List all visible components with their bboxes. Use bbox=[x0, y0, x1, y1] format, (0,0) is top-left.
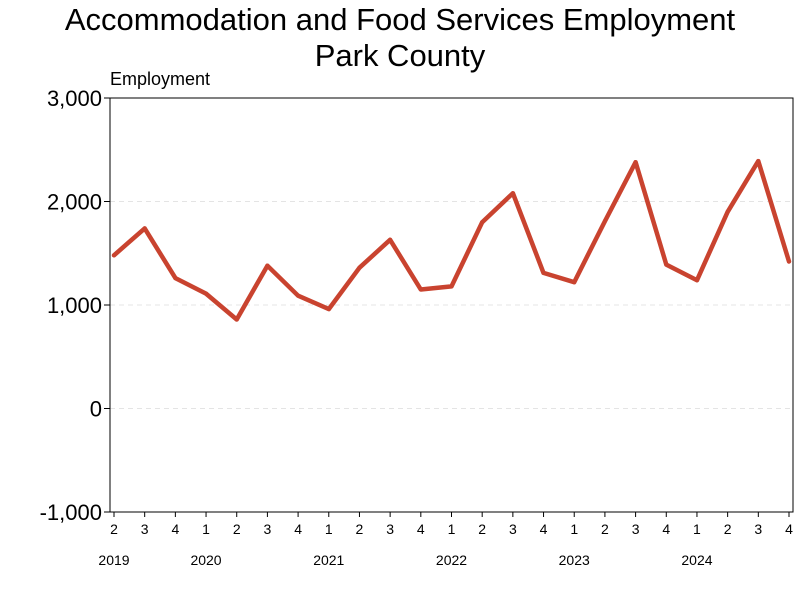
x-tick-label: 1 bbox=[570, 521, 578, 537]
x-tick-label: 1 bbox=[693, 521, 701, 537]
y-axis-label: Employment bbox=[110, 69, 210, 89]
x-tick-label: 4 bbox=[785, 521, 793, 537]
data-point bbox=[664, 262, 669, 267]
data-point bbox=[265, 263, 270, 268]
data-point bbox=[633, 160, 638, 165]
chart-title-block: Accommodation and Food Services Employme… bbox=[0, 2, 800, 74]
x-tick-label: 4 bbox=[171, 521, 179, 537]
x-year-label: 2019 bbox=[98, 552, 129, 568]
data-point bbox=[296, 293, 301, 298]
data-point bbox=[388, 237, 393, 242]
x-tick-label: 2 bbox=[110, 521, 118, 537]
data-point bbox=[541, 270, 546, 275]
data-point bbox=[787, 259, 791, 264]
x-tick-label: 3 bbox=[509, 521, 517, 537]
x-tick-label: 4 bbox=[417, 521, 425, 537]
x-tick-label: 2 bbox=[724, 521, 732, 537]
x-tick-label: 3 bbox=[264, 521, 272, 537]
data-point bbox=[326, 307, 331, 312]
data-point bbox=[173, 276, 178, 281]
y-tick-label: 3,000 bbox=[47, 86, 102, 111]
data-point bbox=[756, 159, 761, 164]
y-tick-label: -1,000 bbox=[40, 500, 102, 525]
data-point bbox=[112, 253, 116, 258]
x-year-label: 2022 bbox=[436, 552, 467, 568]
x-tick-label: 4 bbox=[540, 521, 548, 537]
x-tick-label: 2 bbox=[601, 521, 609, 537]
x-year-label: 2021 bbox=[313, 552, 344, 568]
x-tick-label: 4 bbox=[294, 521, 302, 537]
y-tick-label: 1,000 bbox=[47, 293, 102, 318]
data-point bbox=[418, 287, 423, 292]
x-tick-label: 3 bbox=[632, 521, 640, 537]
data-point bbox=[142, 226, 147, 231]
series-lines bbox=[111, 158, 792, 322]
y-tick-label: 2,000 bbox=[47, 190, 102, 215]
x-axis: 2 3 4 1 2 3 4 1 2 3 4 1 2 3 4 1 2 3 4 1 2 3 4 2019 2020 2021 2022 2… bbox=[98, 512, 793, 568]
series-line bbox=[111, 158, 792, 322]
gridlines bbox=[110, 201, 793, 409]
data-point bbox=[694, 278, 699, 283]
x-tick-label: 2 bbox=[233, 521, 241, 537]
data-point bbox=[602, 219, 607, 224]
x-tick-label: 4 bbox=[662, 521, 670, 537]
data-point bbox=[572, 280, 577, 285]
x-tick-label: 1 bbox=[448, 521, 456, 537]
data-point bbox=[357, 265, 362, 270]
x-tick-label: 2 bbox=[356, 521, 364, 537]
x-tick-label: 2 bbox=[478, 521, 486, 537]
x-tick-label: 3 bbox=[754, 521, 762, 537]
x-year-label: 2024 bbox=[681, 552, 712, 568]
chart-title: Accommodation and Food Services Employme… bbox=[64, 2, 736, 37]
x-tick-label: 1 bbox=[325, 521, 333, 537]
y-tick-label: 0 bbox=[90, 397, 102, 422]
data-point bbox=[234, 317, 239, 322]
x-tick-label: 1 bbox=[202, 521, 210, 537]
chart-subtitle: Park County bbox=[314, 38, 486, 73]
x-year-label: 2020 bbox=[190, 552, 221, 568]
x-tick-label: 3 bbox=[386, 521, 394, 537]
data-point bbox=[480, 220, 485, 225]
y-axis: -1,000 0 1,000 2,000 3,000 bbox=[40, 86, 110, 525]
data-point bbox=[204, 291, 209, 296]
x-year-label: 2023 bbox=[559, 552, 590, 568]
data-point bbox=[725, 209, 730, 214]
x-tick-label: 3 bbox=[141, 521, 149, 537]
data-point bbox=[449, 284, 454, 289]
data-point bbox=[510, 191, 515, 196]
